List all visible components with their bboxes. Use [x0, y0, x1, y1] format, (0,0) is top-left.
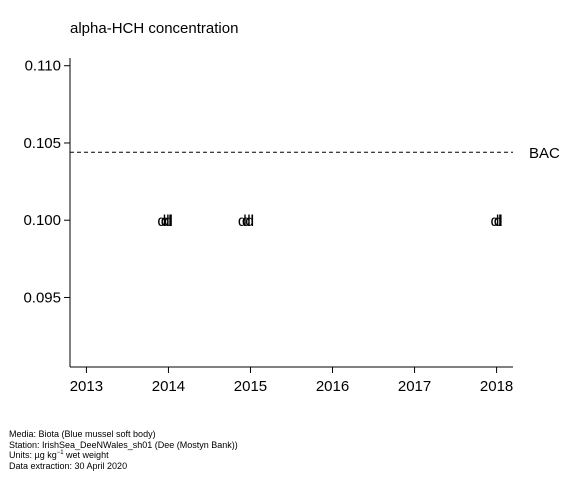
x-tick-label: 2014 — [152, 378, 185, 395]
data-point: d — [161, 213, 170, 230]
footer-station: Station: IrishSea_DeeNWales_sh01 (Dee (M… — [9, 439, 238, 450]
x-tick-label: 2016 — [316, 378, 349, 395]
reference-lines: BAC — [70, 145, 560, 162]
alpha-hch-chart: 0.095 0.100 0.105 0.110 2013 2014 2015 2016 2017… — [23, 58, 560, 395]
x-tick-label: 2017 — [398, 378, 431, 395]
data-point: d — [242, 213, 251, 230]
chart-title: alpha-HCH concentration — [70, 20, 239, 37]
y-tick-label: 0.105 — [23, 135, 61, 152]
data-point: d — [157, 213, 166, 230]
x-tick-label: 2013 — [70, 378, 103, 395]
y-tick-label: 0.110 — [25, 58, 61, 75]
data-point: d — [490, 213, 499, 230]
data-point: d — [238, 213, 247, 230]
x-tick-label: 2015 — [234, 378, 267, 395]
units-suffix: wet weight — [63, 450, 109, 460]
data-point: l — [168, 213, 172, 230]
y-tick-label: 0.095 — [23, 289, 61, 306]
data-point: d — [494, 213, 503, 230]
units-exponent: −1 — [56, 450, 64, 456]
units-prefix: Units: µg kg — [9, 450, 57, 460]
footer-extraction: Data extraction: 30 April 2020 — [9, 460, 128, 471]
data-point: l — [250, 213, 254, 230]
footer-units: Units: µg kg−1 wet weight — [9, 450, 238, 461]
chart-footer: Media: Biota (Blue mussel soft body) Sta… — [9, 429, 238, 471]
footer-media: Media: Biota (Blue mussel soft body) — [9, 429, 156, 439]
data-point: l — [498, 213, 502, 230]
data-point: d — [164, 213, 173, 230]
x-tick-label: 2018 — [480, 378, 513, 395]
chart-axes: 0.095 0.100 0.105 0.110 2013 2014 2015 2016 2017… — [23, 58, 513, 395]
y-tick-label: 0.100 — [23, 212, 61, 229]
data-point: d — [245, 213, 254, 230]
bac-label: BAC — [529, 145, 560, 162]
